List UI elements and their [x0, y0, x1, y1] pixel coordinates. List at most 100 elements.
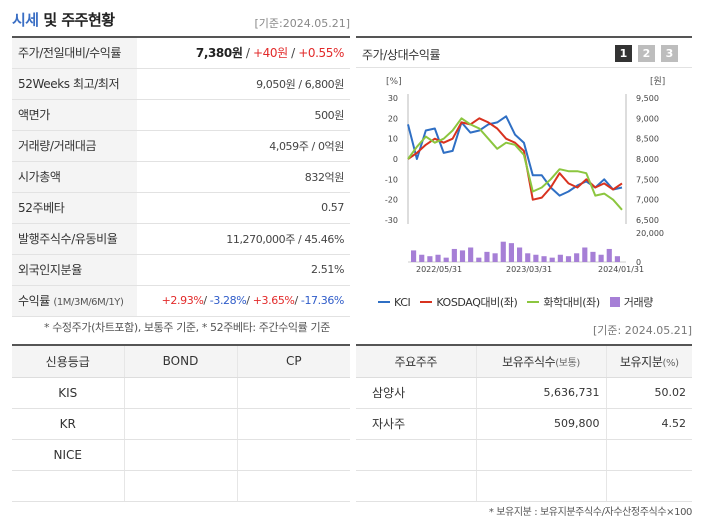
table-row [356, 470, 692, 502]
row-value: 9,050원 / 6,800원 [137, 68, 350, 100]
cp-grade [236, 439, 350, 471]
holder-name [356, 439, 476, 471]
series-line [407, 115, 623, 197]
shareholder-table: 주요주주 보유주식수(보통) 보유지분(%) 삼양사 5,636,731 50.02… [356, 344, 692, 502]
chart-page-1-button[interactable]: 1 [615, 45, 632, 62]
price-value: 7,380원 / +40원 / +0.55% [137, 37, 350, 69]
legend-label: KCI [394, 295, 411, 309]
section-title: 시세 및 주주현황 [12, 9, 115, 30]
chart-legend: KCI KOSDAQ대비(좌) 화학대비(좌) 거래량 [378, 294, 653, 310]
agency: NICE [12, 439, 124, 471]
volume-bar [582, 247, 588, 262]
chart-page-3-button[interactable]: 3 [661, 45, 678, 62]
volume-bar [508, 243, 514, 262]
return-3m: -3.28% [209, 294, 247, 307]
bond-grade [123, 377, 237, 409]
holder-shares [475, 439, 606, 471]
volume-bar [574, 253, 580, 262]
legend-item-chem[interactable]: 화학대비(좌) [527, 294, 600, 310]
holder-pct [605, 439, 692, 471]
table-row: 52Weeks 최고/최저 9,050원 / 6,800원 [12, 68, 350, 100]
volume-tick-label: 0 [636, 258, 641, 267]
volume-bar [484, 251, 490, 262]
shareholder-footnote: * 보유지분 : 보유지분주식수/자수산정주식수×100 [488, 507, 693, 518]
table-row: 자사주 509,800 4.52 [356, 408, 692, 440]
holder-name: 삼양사 [356, 377, 476, 409]
volume-bar [451, 248, 457, 262]
column-header: 보유주식수(보통) [475, 345, 606, 378]
table-header-row: 신용등급 BOND CP [12, 345, 350, 378]
right-tick-label: 6,500 [636, 216, 659, 225]
separator: / [287, 46, 299, 61]
bond-grade [123, 470, 237, 502]
legend-swatch [527, 301, 540, 303]
table-row: 시가총액 832억원 [12, 161, 350, 193]
row-value: 0.57 [137, 192, 350, 224]
bond-grade [123, 439, 237, 471]
table-row: NICE [12, 439, 350, 471]
table-row [12, 470, 350, 502]
legend-label: 거래량 [623, 296, 654, 309]
legend-swatch [378, 301, 390, 303]
section-title-highlight: 시세 [12, 11, 39, 29]
table-row: 52주베타 0.57 [12, 192, 350, 224]
chart-header: 주가/상대수익률 1 2 3 [356, 38, 692, 68]
x-tick-label: 2022/05/31 [416, 265, 462, 274]
chart-title: 주가/상대수익률 [362, 48, 441, 62]
returns-values: +2.93%/ -3.28%/ +3.65%/ -17.36% [137, 285, 350, 317]
row-label: 수익률 (1M/3M/6M/1Y) [12, 285, 137, 317]
bond-grade [123, 408, 237, 440]
row-label: 액면가 [12, 99, 137, 131]
volume-bar [557, 254, 563, 262]
legend-label: KOSDAQ대비(좌) [436, 296, 518, 309]
holder-pct: 50.02 [605, 377, 692, 409]
section-title-rest: 및 주주현황 [38, 11, 115, 29]
row-label: 외국인지분율 [12, 254, 137, 286]
holder-name: 자사주 [356, 408, 476, 440]
chart-page-2-button[interactable]: 2 [638, 45, 655, 62]
holder-pct: 4.52 [605, 408, 692, 440]
column-header: BOND [123, 345, 237, 378]
column-header: 주요주주 [356, 345, 476, 378]
return-1m: +2.93% [161, 294, 204, 307]
series-line [407, 117, 623, 201]
row-label: 52주베타 [12, 192, 137, 224]
returns-label: 수익률 [18, 294, 50, 308]
left-tick-label: 30 [388, 94, 398, 103]
separator: / [246, 294, 253, 307]
series-line [407, 117, 623, 211]
volume-bar [598, 254, 604, 262]
volume-bar [565, 256, 572, 262]
column-header: 보유지분(%) [605, 345, 692, 378]
legend-item-kosdaq[interactable]: KOSDAQ대비(좌) [420, 294, 518, 310]
column-header-unit: (보통) [555, 357, 580, 369]
legend-item-volume[interactable]: 거래량 [609, 294, 654, 310]
volume-bar [468, 247, 474, 262]
row-label: 52Weeks 최고/최저 [12, 68, 137, 100]
volume-bar [435, 254, 441, 262]
row-label: 시가총액 [12, 161, 137, 193]
legend-swatch [609, 297, 620, 307]
volume-bar [411, 250, 417, 262]
volume-bar [614, 256, 620, 262]
right-tick-label: 7,000 [636, 196, 659, 205]
row-value: 11,270,000주 / 45.46% [137, 223, 350, 255]
return-6m: +3.65% [252, 294, 295, 307]
table-row: KR [12, 408, 350, 440]
agency: KIS [12, 377, 124, 409]
table-header-row: 주요주주 보유주식수(보통) 보유지분(%) [356, 345, 692, 378]
volume-bar [459, 250, 466, 262]
right-tick-label: 8,500 [636, 135, 659, 144]
holder-pct [605, 470, 692, 502]
holder-shares: 509,800 [475, 408, 606, 440]
price-chart: [%] [원] 30 20 10 0 -10 -20 -30 9,500 9,000 8,500 8,0… [385, 76, 665, 274]
volume-bar [590, 251, 596, 262]
cp-grade [236, 470, 350, 502]
cp-grade [236, 377, 350, 409]
table-row: KIS [12, 377, 350, 409]
holder-shares [475, 470, 606, 502]
column-header-label: 보유지분 [619, 354, 663, 369]
return-1y: -17.36% [300, 294, 345, 307]
price-footnote: * 수정주가(차트포함), 보통주 기준, * 52주베타: 주간수익률 기준 [44, 321, 330, 334]
legend-item-kci[interactable]: KCI [378, 294, 411, 310]
